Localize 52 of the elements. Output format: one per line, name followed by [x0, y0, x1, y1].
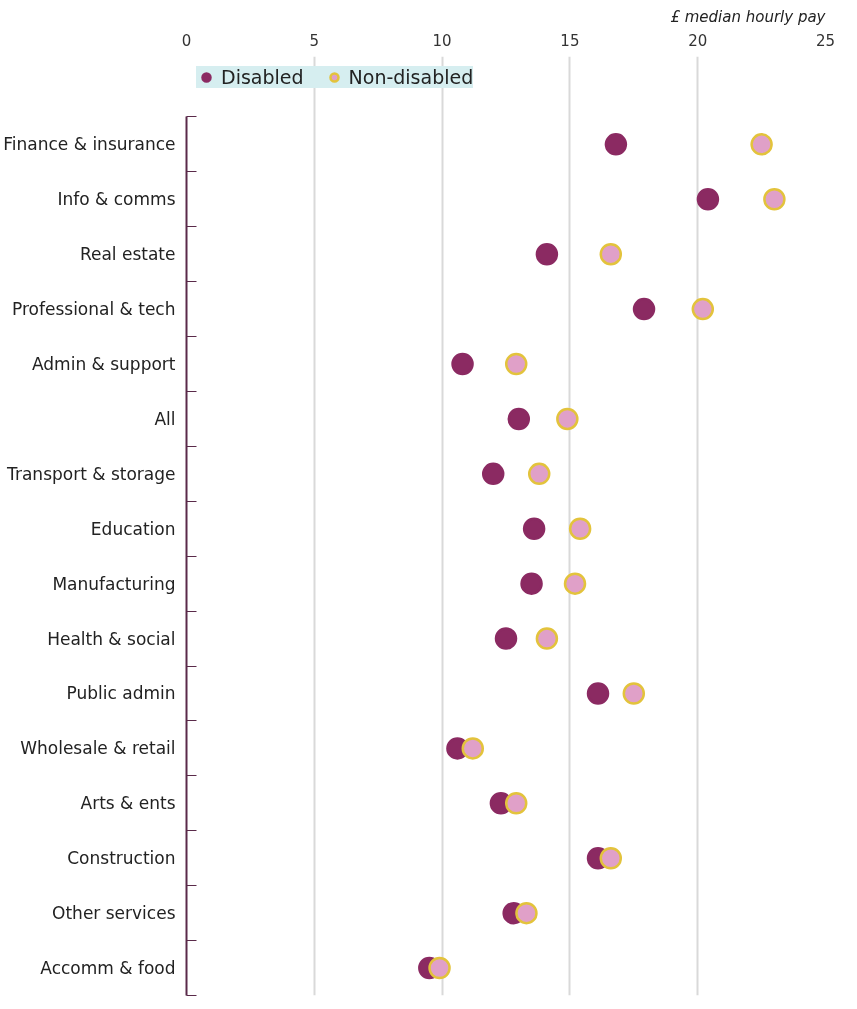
- y-tick-label: Finance & insurance: [3, 134, 176, 155]
- point: [556, 407, 579, 431]
- point: [522, 517, 546, 540]
- y-tick-label: Wholesale & retail: [20, 738, 176, 759]
- legend-label: Disabled: [221, 66, 304, 88]
- x-tick-label: 20: [688, 31, 708, 50]
- x-axis-title: £ median hourly pay: [670, 7, 827, 26]
- y-tick-label: Manufacturing: [52, 573, 176, 594]
- y-tick-label: Transport & storage: [6, 463, 176, 484]
- point: [632, 297, 656, 321]
- point: [461, 737, 485, 760]
- point: [535, 627, 559, 650]
- y-tick-label: Accomm & food: [40, 958, 176, 979]
- point: [568, 517, 592, 540]
- point: [691, 297, 715, 321]
- x-tick-label: 15: [560, 31, 580, 50]
- point: [507, 407, 531, 431]
- point: [622, 682, 646, 705]
- y-tick-label: Arts & ents: [80, 793, 176, 814]
- y-tick-label: Professional & tech: [12, 299, 176, 320]
- point: [481, 462, 505, 486]
- point: [599, 242, 623, 266]
- x-tick-label: 10: [432, 31, 452, 50]
- y-tick-label: Real estate: [79, 244, 176, 265]
- y-tick-label: Admin & support: [31, 354, 176, 375]
- point: [494, 627, 518, 650]
- point: [563, 572, 587, 595]
- y-tick-label: Construction: [67, 848, 176, 869]
- point: [520, 572, 543, 595]
- x-tick-label: 0: [181, 31, 192, 50]
- point: [504, 792, 528, 815]
- y-tick-label: Health & social: [47, 628, 176, 649]
- point: [515, 901, 538, 925]
- y-tick-label: Other services: [52, 903, 176, 924]
- x-tick-label: 25: [815, 31, 836, 50]
- point: [763, 188, 786, 211]
- point: [586, 682, 610, 705]
- x-tick-label: 5: [309, 31, 320, 50]
- y-tick-label: Info & comms: [57, 189, 176, 210]
- point: [696, 188, 720, 211]
- point: [535, 242, 559, 266]
- legend-label: Non-disabled: [348, 66, 474, 88]
- point: [504, 352, 528, 376]
- point: [527, 462, 551, 486]
- point: [428, 956, 451, 980]
- y-tick-label: Public admin: [66, 683, 176, 704]
- point: [604, 133, 628, 156]
- point: [599, 846, 623, 870]
- point: [451, 352, 474, 376]
- point: [750, 133, 773, 156]
- y-tick-label: All: [154, 408, 176, 429]
- y-tick-label: Education: [90, 518, 176, 539]
